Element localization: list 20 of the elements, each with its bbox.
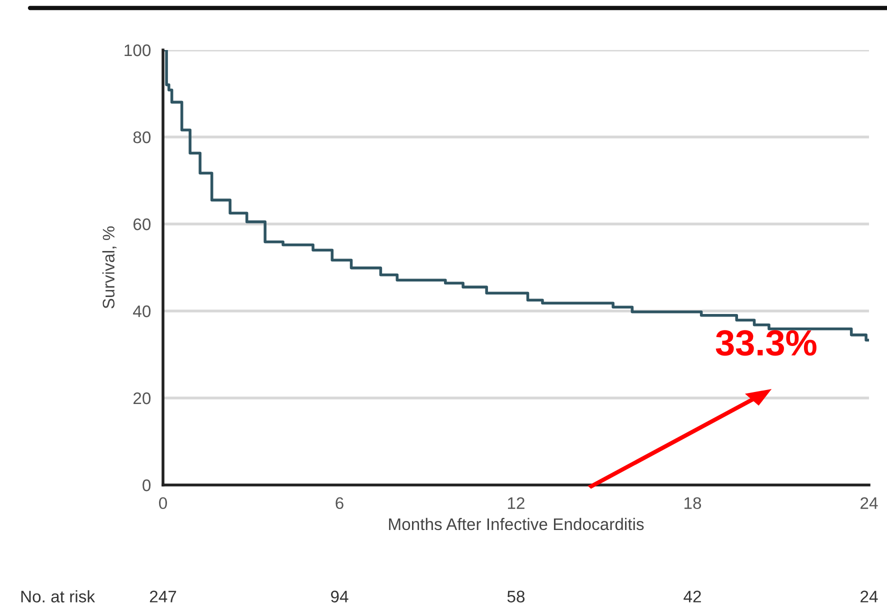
x-tick-label: 18 [684,497,702,510]
x-tick-label: 0 [159,497,167,510]
text: No. at risk [21,590,96,602]
x-axis-title: Months After Infective Endocarditis [389,518,644,530]
text: 94 [331,590,348,602]
annotation: 33.3% [716,330,816,356]
y-axis-title: Survival, % [102,226,117,308]
text: 24 [860,590,878,602]
y-tick-label: 20 [133,392,151,404]
y-tick-label: 80 [133,131,151,144]
text: 58 [507,590,525,602]
y-tick-label: 60 [134,218,151,230]
text: 42 [684,590,701,602]
x-tick-label: 12 [508,497,524,509]
y-tick-label: 40 [133,305,151,318]
y-tick-label: 100 [124,44,151,56]
x-tick-label: 24 [860,497,878,509]
y-tick-label: 0 [142,479,151,492]
x-tick-label: 6 [336,497,344,510]
text: 247 [150,590,176,602]
